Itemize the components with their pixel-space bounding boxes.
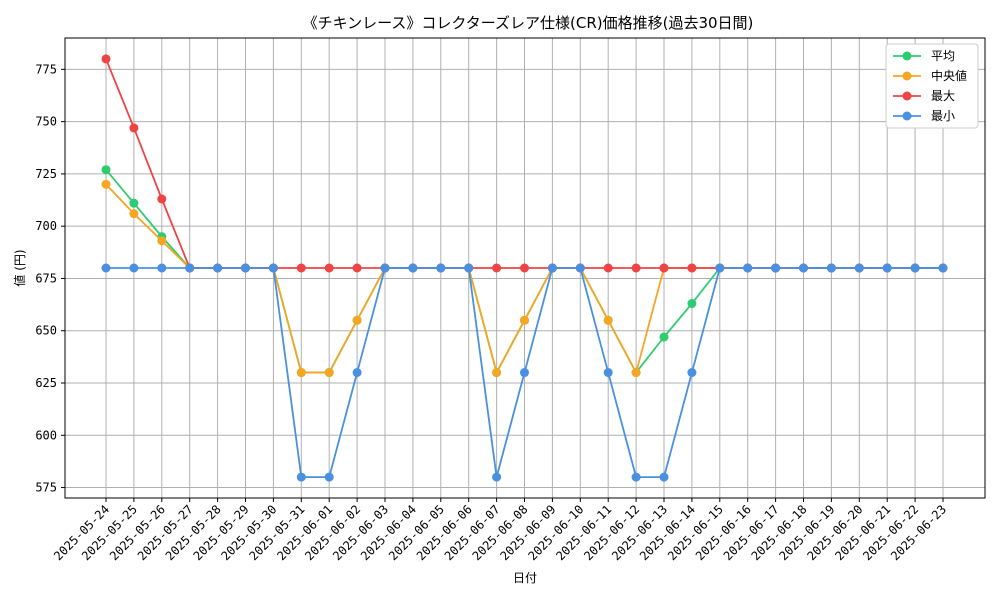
x-axis-label: 日付 — [513, 571, 537, 585]
data-point — [129, 209, 139, 219]
data-point — [659, 332, 669, 342]
y-axis-label: 値 (円) — [12, 249, 27, 286]
legend-marker — [902, 51, 912, 61]
data-point — [352, 263, 362, 273]
data-point — [129, 263, 139, 273]
data-point — [547, 263, 557, 273]
y-tick-label: 675 — [35, 271, 57, 285]
data-point — [101, 165, 111, 175]
data-point — [631, 472, 641, 482]
data-point — [910, 263, 920, 273]
data-point — [157, 236, 167, 246]
y-tick-label: 725 — [35, 167, 57, 181]
data-point — [603, 263, 613, 273]
data-point — [631, 263, 641, 273]
data-point — [157, 263, 167, 273]
data-point — [296, 368, 306, 378]
data-point — [268, 263, 278, 273]
y-tick-label: 600 — [35, 428, 57, 442]
y-tick-label: 625 — [35, 376, 57, 390]
data-point — [464, 263, 474, 273]
data-point — [101, 179, 111, 189]
y-tick-label: 700 — [35, 219, 57, 233]
data-point — [129, 123, 139, 133]
data-point — [324, 263, 334, 273]
data-point — [129, 198, 139, 208]
data-point — [296, 263, 306, 273]
series-group — [101, 54, 948, 482]
data-point — [101, 54, 111, 64]
data-point — [631, 368, 641, 378]
y-tick-label: 750 — [35, 115, 57, 129]
legend-label: 最小 — [931, 109, 955, 123]
chart-title: 《チキンレース》コレクターズレア仕様(CR)価格推移(過去30日間) — [303, 14, 754, 32]
y-tick-label: 775 — [35, 62, 57, 76]
data-point — [185, 263, 195, 273]
data-point — [492, 368, 502, 378]
legend-label: 最大 — [931, 89, 955, 103]
data-point — [826, 263, 836, 273]
data-point — [241, 263, 250, 273]
y-tick-label: 575 — [35, 481, 57, 495]
data-point — [101, 263, 111, 273]
data-point — [408, 263, 418, 273]
data-point — [492, 263, 502, 273]
y-axis-ticks: 575 600 625 650 675 700 725 750 775 — [35, 62, 65, 495]
data-point — [743, 263, 753, 273]
data-point — [659, 472, 669, 482]
data-point — [575, 263, 585, 273]
data-point — [687, 299, 697, 309]
y-tick-label: 650 — [35, 324, 57, 338]
data-point — [938, 263, 948, 273]
legend-label: 平均 — [931, 49, 955, 63]
legend-label: 中央値 — [931, 68, 967, 83]
data-point — [603, 368, 613, 378]
data-point — [380, 263, 390, 273]
data-point — [882, 263, 892, 273]
data-point — [352, 315, 362, 325]
data-point — [854, 263, 864, 273]
data-point — [771, 263, 781, 273]
data-point — [324, 368, 334, 378]
legend-box — [885, 43, 979, 129]
data-point — [352, 368, 362, 378]
data-point — [520, 368, 529, 378]
legend-marker — [902, 111, 912, 121]
legend-marker — [902, 91, 912, 101]
data-point — [603, 315, 613, 325]
data-point — [492, 472, 502, 482]
data-point — [157, 194, 167, 204]
data-point — [436, 263, 446, 273]
data-point — [715, 263, 725, 273]
data-point — [324, 472, 334, 482]
series-4 — [101, 263, 948, 482]
x-axis-ticks: 2025-05-242025-05-252025-05-262025-05-27… — [51, 498, 949, 563]
data-point — [296, 472, 306, 482]
data-point — [687, 368, 697, 378]
data-point — [799, 263, 808, 273]
data-point — [520, 263, 529, 273]
data-point — [659, 263, 669, 273]
legend-marker — [902, 71, 912, 81]
data-point — [520, 315, 529, 325]
data-point — [687, 263, 697, 273]
data-point — [213, 263, 223, 273]
